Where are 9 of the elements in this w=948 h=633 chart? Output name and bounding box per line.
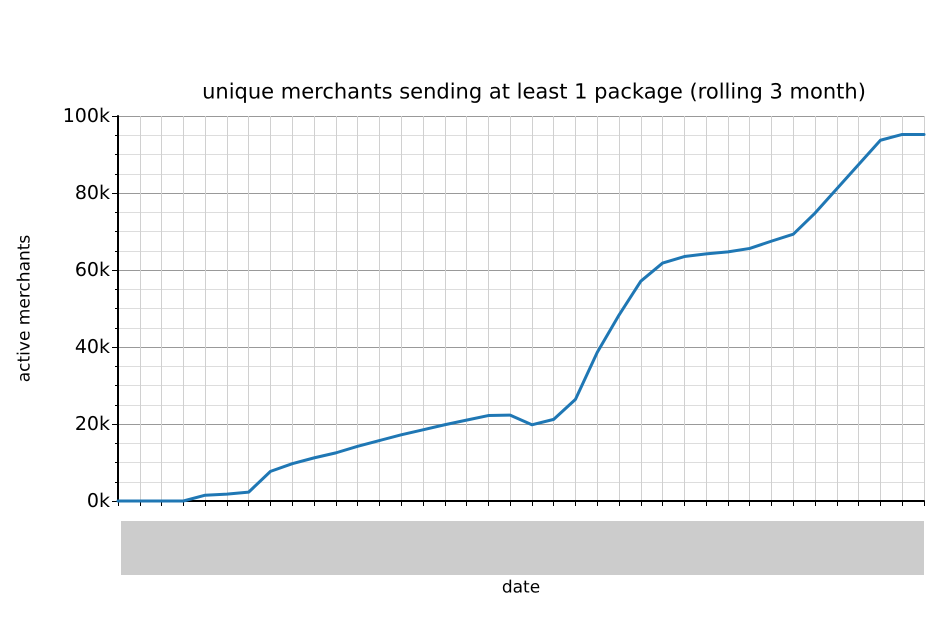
x-axis-title: date: [502, 578, 540, 598]
y-tick-label: 0k: [86, 490, 110, 512]
y-tick-label: 20k: [74, 413, 110, 435]
y-tick-label: 60k: [74, 259, 110, 281]
y-tick-label: 100k: [62, 105, 110, 127]
y-tick-label: 40k: [74, 336, 110, 358]
y-tick-label: 80k: [74, 182, 110, 204]
chart-title: unique merchants sending at least 1 package (rolling 3 month): [202, 80, 866, 104]
y-axis-title: active merchants: [14, 234, 34, 382]
